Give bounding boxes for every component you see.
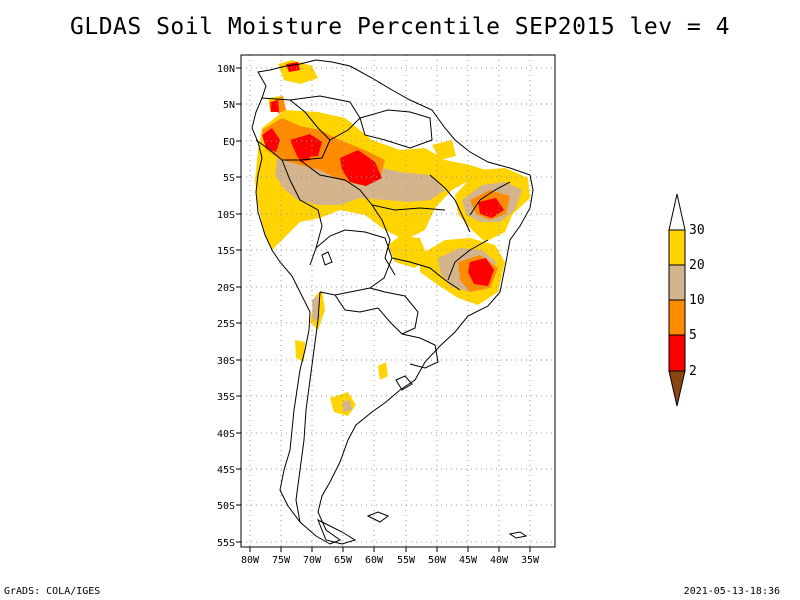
latitude-labels: 10N 5N EQ 5S 10S 15S 20S 25S 30S 35S 40S 45S 50S 55S: [217, 64, 235, 549]
lon-label: 65W: [334, 555, 353, 566]
lat-label: 10S: [217, 210, 235, 221]
lat-lon-grid: [241, 55, 555, 547]
border-argentina-chile: [295, 291, 321, 523]
lat-label: 15S: [217, 246, 235, 257]
legend-box-2-5: [668, 334, 686, 372]
map-title: GLDAS Soil Moisture Percentile SEP2015 l…: [70, 14, 730, 40]
lon-label: 75W: [272, 555, 291, 566]
map-frame: [240, 54, 556, 548]
lon-label: 45W: [459, 555, 478, 566]
legend-label: 30: [689, 223, 705, 238]
legend-cap-below-2: [668, 370, 686, 407]
lat-label: 40S: [217, 429, 235, 440]
color-legend: [668, 193, 686, 407]
moisture-shading: [255, 60, 530, 416]
border-venezuela: [289, 95, 361, 141]
border-colombia: [261, 97, 331, 161]
lon-label: 40W: [490, 555, 509, 566]
footer-timestamp: 2021-05-13-18:36: [683, 586, 780, 597]
shading-20-30: [255, 60, 530, 416]
border-argentina-north: [334, 294, 379, 313]
border-bolivia: [315, 229, 393, 296]
legend-labels: 30 20 10 5 2: [689, 223, 705, 379]
lat-label: 25S: [217, 319, 235, 330]
lat-label: 20S: [217, 283, 235, 294]
lat-label: 35S: [217, 392, 235, 403]
lat-label: 5S: [223, 173, 235, 184]
border-brazil-states-3: [371, 204, 446, 211]
axis-ticks: [236, 67, 531, 552]
island-east: [508, 531, 528, 539]
lon-label: 50W: [428, 555, 447, 566]
legend-box-10-20: [668, 264, 686, 301]
lon-label: 70W: [303, 555, 322, 566]
border-paraguay: [369, 287, 419, 335]
footer-credit: GrADS: COLA/IGES: [4, 586, 101, 597]
longitude-labels: 80W 75W 70W 65W 60W 55W 50W 45W 40W 35W: [241, 555, 540, 566]
lon-label: 60W: [365, 555, 384, 566]
legend-label: 2: [689, 364, 697, 379]
lat-label: 30S: [217, 356, 235, 367]
lon-label: 55W: [397, 555, 416, 566]
lon-label: 35W: [521, 555, 540, 566]
legend-box-20-30: [668, 229, 686, 266]
coastlines: [251, 59, 534, 545]
lat-label: 45S: [217, 465, 235, 476]
lon-label: 80W: [241, 555, 260, 566]
rio-de-la-plata: [395, 375, 413, 391]
falklands: [366, 511, 390, 523]
tierra-del-fuego: [317, 518, 357, 545]
border-brazil-states-4: [447, 239, 489, 281]
lake-titicaca: [321, 251, 333, 266]
legend-label: 5: [689, 328, 697, 343]
continent-outline: [251, 59, 534, 545]
border-guianas: [359, 109, 433, 149]
legend-box-5-10: [668, 299, 686, 336]
border-uruguay: [401, 333, 439, 369]
legend-cap-above-30: [668, 193, 686, 231]
lat-label: 50S: [217, 501, 235, 512]
border-brazil-states-5: [469, 181, 511, 216]
lat-label: 5N: [223, 100, 235, 111]
lat-label: EQ: [223, 137, 235, 148]
legend-label: 10: [689, 293, 705, 308]
border-brazil-states-2: [429, 174, 471, 233]
border-ecuador-peru: [255, 139, 323, 266]
lat-label: 10N: [217, 64, 235, 75]
border-brazil-states-1: [391, 257, 461, 291]
lat-label: 55S: [217, 538, 235, 549]
legend-label: 20: [689, 258, 705, 273]
